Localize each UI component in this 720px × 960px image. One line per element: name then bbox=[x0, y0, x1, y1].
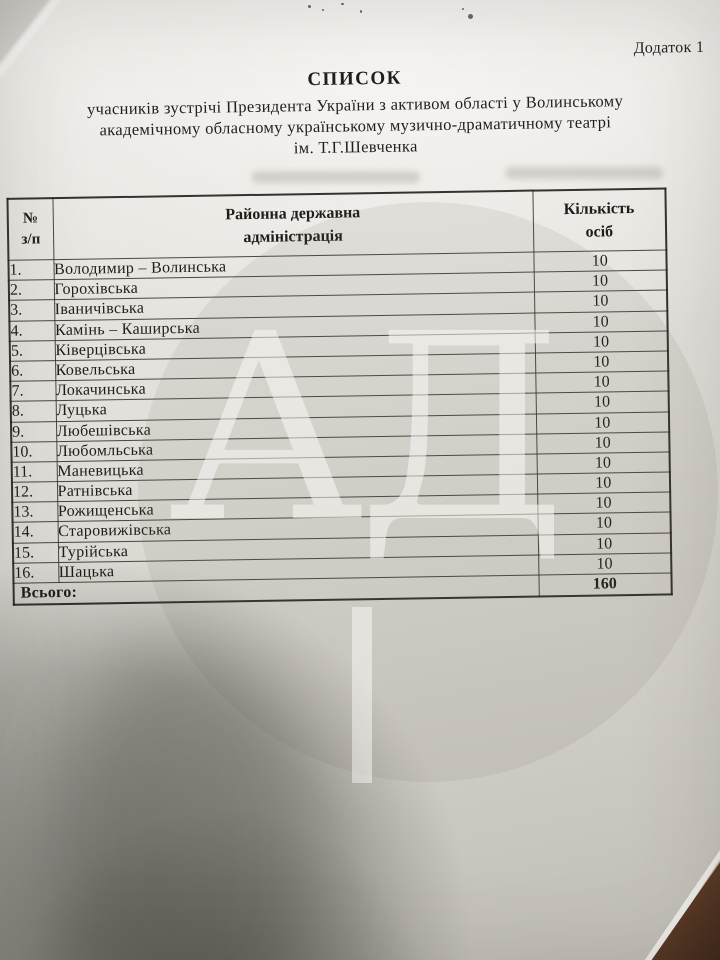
header-count-cell: Кількість осіб bbox=[532, 188, 667, 253]
row-count-cell: 10 bbox=[536, 472, 671, 495]
row-number-cell: 1. bbox=[8, 259, 54, 281]
row-number-cell: 9. bbox=[10, 421, 57, 442]
row-count-cell: 10 bbox=[534, 290, 668, 313]
row-count-cell: 10 bbox=[534, 350, 669, 374]
row-count-cell: 10 bbox=[536, 451, 670, 475]
header-admin-cell: Районна державна адміністрація bbox=[52, 190, 534, 260]
row-count-cell: 10 bbox=[537, 492, 671, 515]
row-count-cell: 10 bbox=[535, 411, 670, 434]
header-number-line2: з/п bbox=[21, 231, 41, 248]
row-count-cell: 10 bbox=[535, 371, 669, 394]
row-number-cell: 2. bbox=[8, 279, 55, 301]
header-admin-line2: адміністрація bbox=[243, 227, 343, 247]
row-number-cell: 16. bbox=[13, 562, 59, 584]
row-count-cell: 10 bbox=[537, 532, 672, 555]
row-count-cell: 10 bbox=[534, 330, 668, 353]
table-body: 1. Володимир – Волинська 10 2. Горохівська 10… bbox=[8, 249, 672, 584]
row-number-cell: 13. bbox=[12, 501, 58, 523]
row-number-cell: 8. bbox=[10, 400, 56, 422]
row-count-cell: 10 bbox=[537, 512, 671, 535]
row-number-cell: 14. bbox=[12, 522, 58, 543]
row-number-cell: 3. bbox=[9, 299, 55, 321]
row-number-cell: 5. bbox=[9, 340, 56, 362]
participants-table: № з/п Районна державна адміністрація Кіл… bbox=[6, 187, 673, 606]
table-header: № з/п Районна державна адміністрація Кіл… bbox=[7, 188, 667, 261]
row-count-cell: 10 bbox=[535, 391, 669, 414]
row-number-cell: 7. bbox=[10, 380, 56, 402]
header-admin-line1: Районна державна bbox=[225, 204, 361, 224]
page-subtitle: учасників зустрічі Президента України з … bbox=[0, 89, 716, 163]
table-header-row: № з/п Районна державна адміністрація Кіл… bbox=[7, 188, 667, 261]
row-number-cell: 15. bbox=[12, 542, 59, 564]
total-value-cell: 160 bbox=[538, 572, 672, 597]
header-count-line2: осіб bbox=[585, 223, 614, 241]
row-number-cell: 12. bbox=[11, 481, 58, 503]
header-number-cell: № з/п bbox=[7, 198, 54, 261]
row-count-cell: 10 bbox=[534, 310, 668, 333]
row-number-cell: 4. bbox=[9, 320, 55, 342]
header-number-line1: № bbox=[22, 210, 39, 227]
header-count-line1: Кількість bbox=[563, 199, 635, 218]
row-number-cell: 11. bbox=[11, 461, 57, 483]
row-number-cell: 6. bbox=[10, 360, 56, 382]
row-count-cell: 10 bbox=[533, 270, 667, 293]
row-count-cell: 10 bbox=[533, 249, 667, 273]
row-number-cell: 10. bbox=[11, 441, 57, 463]
row-count-cell: 10 bbox=[538, 552, 672, 576]
appendix-label: Додаток 1 bbox=[633, 38, 705, 57]
row-count-cell: 10 bbox=[536, 431, 670, 454]
